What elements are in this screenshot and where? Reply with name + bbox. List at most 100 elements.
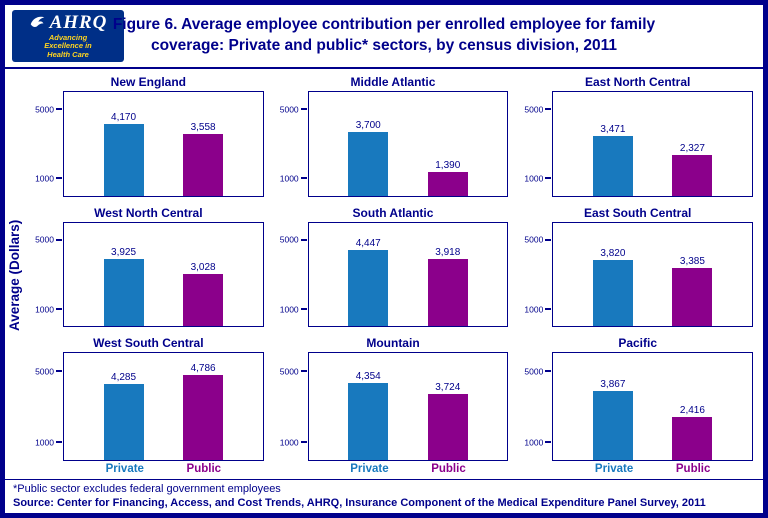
plot-area: 5000 1000 4,170 3,558	[35, 91, 264, 197]
chart-panel-west-north-central: West North Central 5000 1000 3,925 3,028	[33, 206, 264, 328]
chart-panel-west-south-central: West South Central 5000 1000 4,285 4,786 Priv…	[33, 336, 264, 475]
ahrq-logo-text: AHRQ	[49, 11, 108, 33]
y-axis-tick-label: 5000	[35, 104, 54, 115]
chart-panel-east-south-central: East South Central 5000 1000 3,820 3,385	[522, 206, 753, 328]
private-bar	[348, 131, 389, 196]
public-bar	[427, 393, 468, 460]
y-axis-tick-label: 5000	[524, 365, 544, 376]
plot-area: 5000 1000 3,867 2,416	[524, 352, 753, 461]
private-bar-group: 3,867	[592, 353, 633, 460]
y-axis-tick-label: 1000	[35, 436, 54, 447]
logo-top-row: AHRQ	[29, 13, 108, 32]
public-bar-value-label: 1,390	[435, 159, 461, 171]
y-axis-tick-label: 5000	[35, 365, 54, 376]
private-bar-value-label: 4,170	[111, 111, 137, 123]
y-axis-tick-mark	[300, 441, 307, 444]
public-bar-value-label: 3,028	[190, 261, 216, 273]
y-axis-tick-label: 1000	[524, 303, 544, 314]
ahrq-logo: AHRQ Advancing Excellence in Health Care	[12, 10, 124, 62]
figure-header: AHRQ Advancing Excellence in Health Care…	[5, 5, 763, 69]
private-axis-label: Private	[105, 463, 144, 475]
public-bar-group: 3,724	[427, 353, 468, 460]
public-bar-value-label: 3,385	[679, 255, 705, 267]
private-bar	[592, 391, 633, 460]
private-bar-group: 3,700	[348, 92, 389, 196]
chart-panel-middle-atlantic: Middle Atlantic 5000 1000 3,700 1,390	[278, 75, 509, 197]
y-axis-tick-mark	[56, 370, 62, 373]
y-axis-tick-mark	[545, 441, 552, 444]
y-axis-tick-label: 1000	[35, 303, 54, 314]
charts-area: Average (Dollars) New England 5000 1000 4,1…	[5, 69, 763, 479]
panel-title: East South Central	[583, 205, 692, 220]
private-bar-value-label: 3,925	[111, 246, 137, 258]
y-axis-tick-mark	[545, 108, 552, 111]
public-bar-value-label: 3,918	[435, 246, 461, 258]
public-bar-value-label: 2,327	[679, 143, 705, 155]
chart-grid: New England 5000 1000 4,170 3,558 Middle Atla…	[33, 75, 753, 475]
chart-panel-pacific: Pacific 5000 1000 3,867 2,416 Private Public	[522, 336, 753, 475]
private-bar-group: 4,170	[103, 92, 144, 196]
public-bar	[672, 155, 713, 196]
private-bar	[592, 260, 633, 327]
hhs-eagle-icon	[30, 16, 44, 27]
y-axis-tick-label: 1000	[35, 173, 54, 184]
private-bar	[348, 249, 389, 327]
public-bar	[183, 273, 224, 327]
private-bar-group: 4,354	[348, 353, 389, 460]
y-axis-tick-label: 5000	[524, 104, 544, 115]
panel-title: West South Central	[93, 336, 204, 351]
chart-panel-south-atlantic: South Atlantic 5000 1000 4,447 3,918	[278, 206, 509, 328]
ahrq-logo-tagline: Advancing Excellence in Health Care	[44, 32, 92, 59]
plot-area: 5000 1000 3,471 2,327	[524, 91, 753, 197]
y-axis-tick-mark	[56, 441, 62, 444]
x-axis-labels: Private Public	[63, 461, 264, 475]
panel-title: Middle Atlantic	[350, 75, 436, 89]
public-bar-group: 3,558	[183, 92, 224, 196]
y-axis-label: Average (Dollars)	[7, 219, 22, 331]
private-bar-group: 3,925	[103, 223, 144, 327]
panel-title: New England	[110, 75, 186, 89]
y-axis-tick-label: 1000	[279, 173, 299, 184]
public-bar-group: 3,028	[183, 223, 224, 327]
y-axis-tick-label: 5000	[279, 104, 299, 115]
public-bar-group: 4,786	[183, 353, 224, 460]
public-bar	[427, 171, 468, 196]
y-axis-tick-mark	[300, 177, 307, 180]
private-bar-value-label: 4,285	[111, 371, 137, 383]
y-axis-tick-label: 1000	[279, 436, 299, 447]
y-axis-tick-mark	[545, 370, 552, 373]
plot-area: 5000 1000 3,820 3,385	[524, 221, 753, 328]
figure-footer: *Public sector excludes federal governme…	[5, 479, 763, 513]
y-axis-tick-mark	[545, 177, 552, 180]
public-bar-group: 3,918	[427, 223, 468, 327]
public-bar-value-label: 3,558	[190, 122, 216, 134]
public-bar-group: 1,390	[427, 92, 468, 196]
public-bar-value-label: 3,724	[435, 381, 461, 393]
public-bar-value-label: 2,416	[679, 405, 705, 416]
public-axis-label: Public	[186, 463, 222, 475]
public-bar	[183, 134, 224, 196]
y-axis-tick-mark	[300, 108, 307, 111]
chart-panel-new-england: New England 5000 1000 4,170 3,558	[33, 75, 264, 197]
plot-area: 5000 1000 4,447 3,918	[280, 221, 509, 328]
public-axis-label: Public	[431, 463, 466, 475]
private-bar-group: 3,820	[592, 223, 633, 327]
public-bar-group: 2,327	[672, 92, 713, 196]
plot-area: 5000 1000 4,354 3,724	[280, 352, 509, 461]
x-axis-labels: Private Public	[308, 461, 509, 475]
y-axis-tick-mark	[56, 108, 62, 111]
private-axis-label: Private	[594, 463, 634, 475]
public-bar	[672, 417, 713, 460]
y-axis-tick-mark	[56, 177, 62, 180]
private-bar-group: 4,447	[348, 223, 389, 327]
figure-title-line2: coverage: Private and public* sectors, b…	[150, 36, 618, 54]
figure-title: Figure 6. Average employee contribution …	[5, 15, 763, 57]
plot-area: 5000 1000 4,285 4,786	[35, 352, 264, 461]
private-bar-value-label: 4,447	[355, 237, 381, 249]
private-bar	[103, 123, 144, 196]
private-bar	[592, 135, 633, 196]
public-bar-value-label: 4,786	[190, 362, 216, 374]
panel-title: East North Central	[584, 75, 691, 89]
private-axis-label: Private	[350, 463, 389, 475]
